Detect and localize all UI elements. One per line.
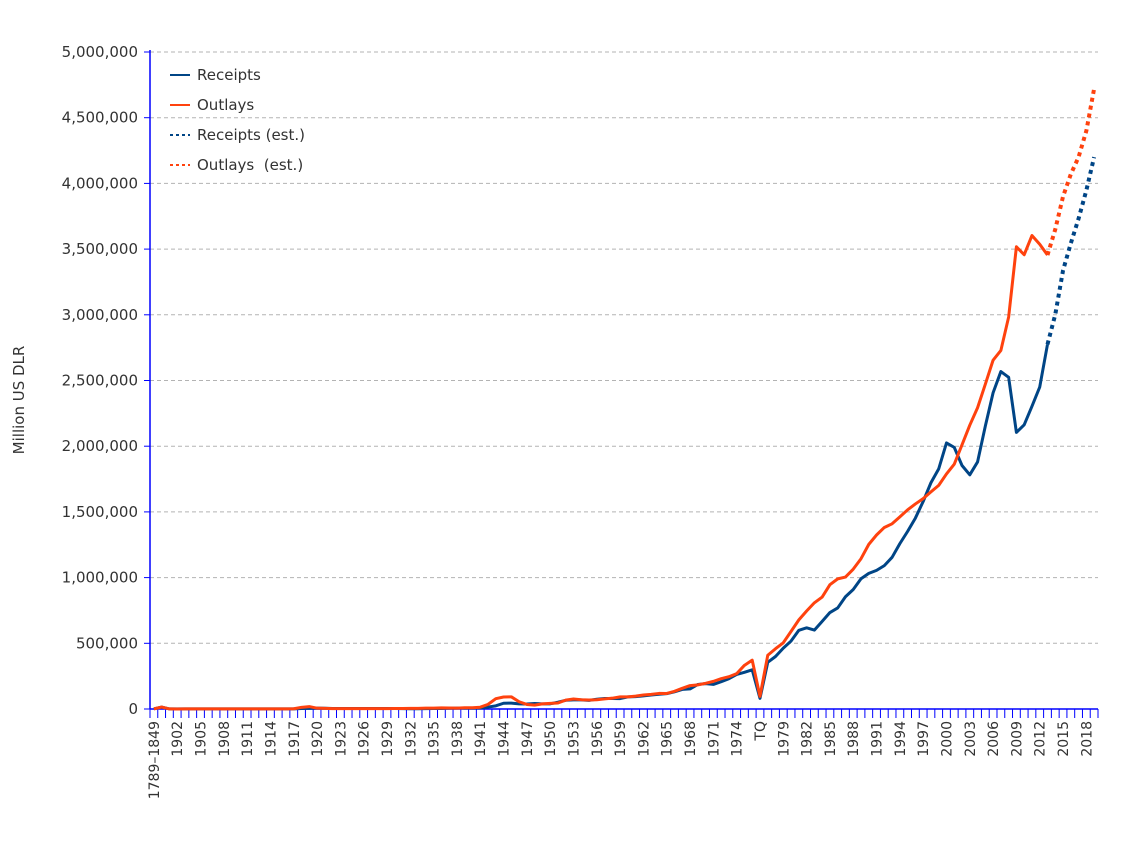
x-tick-label: 1908 [217, 721, 233, 757]
x-tick-label: 1974 [730, 721, 746, 757]
x-tick-label: 1953 [566, 721, 582, 757]
legend-label: Receipts [197, 66, 261, 84]
x-tick-label: 1988 [846, 721, 862, 757]
x-tick-label: 1971 [706, 721, 722, 757]
x-tick-label: 1932 [403, 721, 419, 757]
series-lines [153, 88, 1097, 711]
x-tick-label: 1994 [893, 721, 909, 757]
x-tick-label: 1959 [613, 721, 629, 757]
legend: Receipts Outlays Receipts (est.) Outlays (e… [170, 66, 305, 174]
gridlines [150, 51, 1098, 644]
y-tick-label: 1,500,000 [62, 503, 138, 521]
x-tick-label: 1935 [427, 721, 443, 757]
y-tick-label: 500,000 [76, 634, 138, 652]
x-tick-label: TQ [753, 721, 769, 742]
x-tick-label: 2012 [1033, 721, 1049, 757]
y-axis-label: Million US DLR [10, 346, 28, 455]
x-tick-label: 1941 [473, 721, 489, 757]
x-tick-label: 1965 [660, 721, 676, 757]
x-tick-label: 1997 [916, 721, 932, 757]
axes: 0 500,000 1,000,000 1,500,000 2,000,000 2,500… [62, 43, 1099, 799]
y-tick-label: 3,500,000 [62, 240, 138, 258]
x-tick-label: 1902 [170, 721, 186, 757]
y-tick-label: 5,000,000 [62, 43, 138, 61]
x-tick-label: 1950 [543, 721, 559, 757]
x-tick-label: 1920 [310, 721, 326, 757]
y-tick-label: 2,000,000 [62, 437, 138, 455]
x-tick-label: 2003 [963, 721, 979, 757]
y-tick-label: 0 [128, 700, 138, 718]
series-line-outlays-est [1045, 88, 1097, 256]
x-tick-label: 1944 [497, 721, 513, 757]
x-tick-label: 1914 [263, 721, 279, 757]
x-tick-label: 1905 [194, 721, 210, 757]
y-tick-label: 4,000,000 [62, 174, 138, 192]
x-tick-label: 1962 [636, 721, 652, 757]
y-tick-label: 4,500,000 [62, 109, 138, 127]
x-tick-label: 2006 [986, 721, 1002, 757]
legend-label: Outlays (est.) [197, 156, 303, 174]
x-tick-label: 2015 [1056, 721, 1072, 757]
y-tick-label: 1,000,000 [62, 569, 138, 587]
x-tick-label: 1991 [870, 721, 886, 757]
x-tick-label: 1911 [240, 721, 256, 757]
x-tick-label: 1982 [800, 721, 816, 757]
x-tick-label: 2009 [1009, 721, 1025, 757]
x-tick-label: 1789–1849 [147, 721, 163, 799]
legend-label: Receipts (est.) [197, 126, 305, 144]
x-tick-label: 2018 [1079, 721, 1095, 757]
x-tick-label: 1917 [287, 721, 303, 757]
x-tick-label: 1923 [333, 721, 349, 757]
series-line-receipts-est [1045, 156, 1097, 345]
y-tick-label: 2,500,000 [62, 372, 138, 390]
x-tick-label: 1956 [590, 721, 606, 757]
series-line-receipts [153, 344, 1049, 711]
x-tick-label: 1926 [357, 721, 373, 757]
x-tick-label: 1968 [683, 721, 699, 757]
x-tick-label: 2000 [939, 721, 955, 757]
x-tick-label: 1985 [823, 721, 839, 757]
x-tick-label: 1938 [450, 721, 466, 757]
legend-label: Outlays [197, 96, 254, 114]
x-tick-label: 1979 [776, 721, 792, 757]
series-line-outlays [153, 234, 1049, 711]
x-tick-label: 1947 [520, 721, 536, 757]
y-tick-label: 3,000,000 [62, 306, 138, 324]
x-tick-label: 1929 [380, 721, 396, 757]
